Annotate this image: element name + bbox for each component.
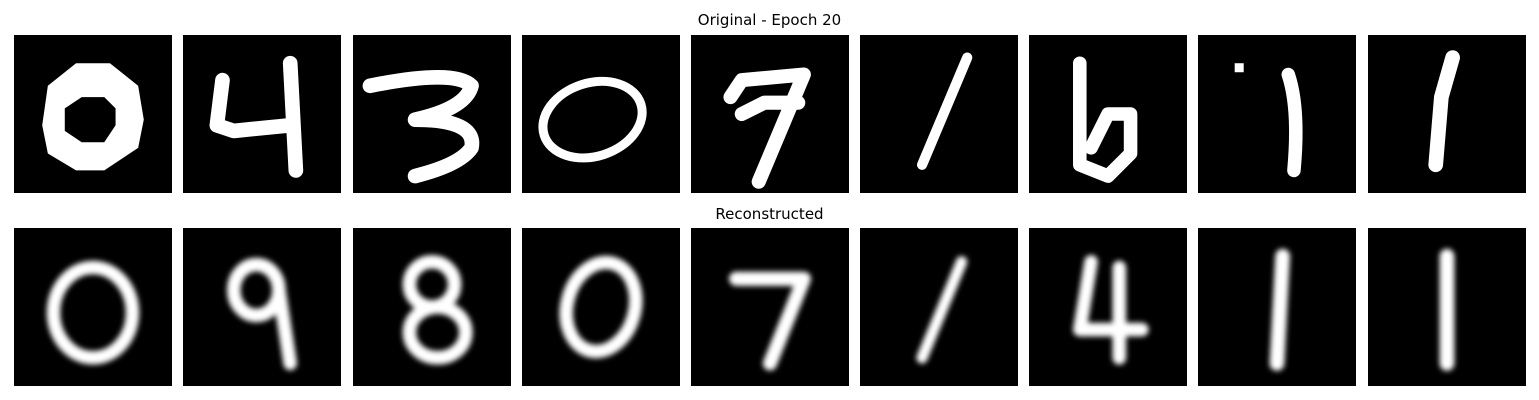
original-digit-image	[183, 35, 341, 193]
reconstructed-digit-image	[1368, 228, 1526, 386]
reconstructed-digit-image	[1198, 228, 1356, 386]
reconstructed-digit-image	[14, 228, 172, 386]
reconstructed-row-title: Reconstructed	[715, 205, 824, 223]
original-digit-image	[860, 35, 1018, 193]
reconstructed-digit-image	[353, 228, 511, 386]
reconstructed-digit-image	[522, 228, 680, 386]
original-digit-image	[1029, 35, 1187, 193]
original-digit-image	[1368, 35, 1526, 193]
reconstructed-digit-image	[691, 228, 849, 386]
original-digit-image	[691, 35, 849, 193]
original-digit-image	[353, 35, 511, 193]
original-digit-image	[522, 35, 680, 193]
reconstructed-digit-image	[1029, 228, 1187, 386]
original-digit-image	[14, 35, 172, 193]
reconstructed-digit-image	[860, 228, 1018, 386]
original-digit-image	[1198, 35, 1356, 193]
reconstructed-digit-image	[183, 228, 341, 386]
original-row-title: Original - Epoch 20	[697, 11, 842, 29]
